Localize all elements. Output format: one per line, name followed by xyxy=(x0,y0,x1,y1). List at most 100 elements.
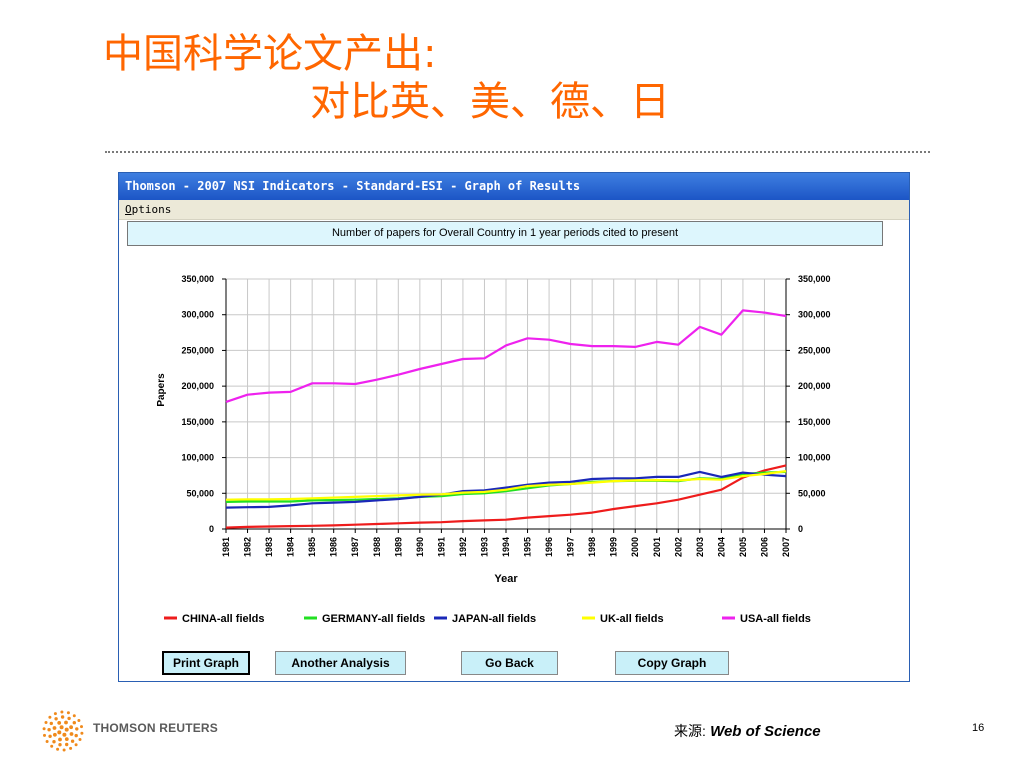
y-tick-label-left: 350,000 xyxy=(181,274,214,284)
source-value: Web of Science xyxy=(710,723,821,740)
y-tick-label-left: 150,000 xyxy=(181,417,214,427)
logo-dot xyxy=(64,720,68,725)
logo-dot xyxy=(54,717,58,721)
source-note: 来源: Web of Science xyxy=(674,721,821,741)
x-tick-label: 2003 xyxy=(695,537,705,557)
logo-dot xyxy=(75,727,79,731)
logo-dot xyxy=(56,747,60,751)
legend-label-usa: USA-all fields xyxy=(740,613,811,625)
logo-dot xyxy=(62,748,66,752)
x-axis-title: Year xyxy=(494,573,518,585)
series-line-china xyxy=(225,464,787,529)
y-tick-label-right: 50,000 xyxy=(798,488,826,498)
logo-dot xyxy=(69,725,73,730)
logo-dot xyxy=(48,734,52,738)
x-tick-label: 2001 xyxy=(652,537,662,557)
logo-dot xyxy=(60,715,65,719)
copy-graph-button[interactable]: Copy Graph xyxy=(615,651,729,675)
x-tick-label: 1988 xyxy=(372,537,382,557)
logo-dot xyxy=(70,739,75,743)
brand-name: THOMSON REUTERS xyxy=(93,721,219,735)
x-tick-label: 1991 xyxy=(436,537,446,557)
logo-dot xyxy=(74,743,78,747)
x-tick-label: 1986 xyxy=(329,537,339,557)
menu-options[interactable]: Options xyxy=(125,203,171,216)
menu-options-accelerator: O xyxy=(125,203,132,216)
logo-dot xyxy=(80,725,83,729)
logo-dot xyxy=(57,730,62,735)
logo-dot xyxy=(43,733,46,737)
logo-dot xyxy=(69,746,73,750)
x-tick-label: 1987 xyxy=(350,537,360,557)
logo-dot xyxy=(78,738,82,741)
logo-dot xyxy=(58,737,62,742)
y-tick-label-right: 150,000 xyxy=(798,417,831,427)
y-tick-label-left: 0 xyxy=(209,524,214,534)
logo-dot xyxy=(45,740,49,743)
logo-dot xyxy=(44,721,48,724)
print-graph-button[interactable]: Print Graph xyxy=(162,651,250,675)
y-tick-label-left: 100,000 xyxy=(181,453,214,463)
series-line-japan xyxy=(225,470,787,509)
y-tick-label-left: 200,000 xyxy=(181,381,214,391)
chart-title: Number of papers for Overall Country in … xyxy=(127,221,883,246)
logo-dot xyxy=(59,725,64,730)
y-tick-label-right: 350,000 xyxy=(798,274,831,284)
logo-dot xyxy=(53,732,57,737)
x-tick-label: 1998 xyxy=(587,537,597,557)
x-tick-label: 1999 xyxy=(609,537,619,557)
go-back-button[interactable]: Go Back xyxy=(461,651,558,675)
logo-dot xyxy=(52,726,57,730)
source-label: 来源: xyxy=(674,723,706,739)
series-line-uk xyxy=(225,470,787,501)
x-tick-label: 1990 xyxy=(415,537,425,557)
logo-dot xyxy=(72,721,76,725)
x-tick-label: 1994 xyxy=(501,537,511,557)
x-tick-label: 1983 xyxy=(264,537,274,557)
logo-dot xyxy=(80,731,84,735)
page-number: 16 xyxy=(972,722,985,734)
x-tick-label: 1997 xyxy=(566,537,576,557)
y-tick-label-right: 0 xyxy=(798,524,803,534)
x-tick-label: 2007 xyxy=(781,537,791,557)
logo-dot xyxy=(64,737,69,741)
thomson-reuters-logo-icon xyxy=(42,710,84,752)
legend-label-china: CHINA-all fields xyxy=(182,613,265,625)
logo-dot xyxy=(47,728,51,732)
logo-dot xyxy=(42,727,46,731)
another-analysis-button[interactable]: Another Analysis xyxy=(275,651,406,675)
logo-dot xyxy=(58,743,62,747)
y-tick-label-right: 200,000 xyxy=(798,381,831,391)
y-tick-label-right: 250,000 xyxy=(798,345,831,355)
logo-dot xyxy=(66,711,70,715)
slide-title-line2: 对比英、美、德、日 xyxy=(310,79,670,125)
y-tick-label-left: 300,000 xyxy=(181,310,214,320)
logo-dot xyxy=(57,721,62,725)
x-tick-label: 1992 xyxy=(458,537,468,557)
x-tick-label: 1985 xyxy=(307,537,317,557)
legend-label-germany: GERMANY-all fields xyxy=(322,613,425,625)
y-tick-label-right: 300,000 xyxy=(798,310,831,320)
logo-dot xyxy=(60,710,64,714)
window-titlebar[interactable]: Thomson - 2007 NSI Indicators - Standard… xyxy=(119,173,909,200)
menu-options-label: ptions xyxy=(131,203,172,216)
logo-dot xyxy=(48,715,52,719)
x-tick-label: 1989 xyxy=(393,537,403,557)
y-tick-label-right: 100,000 xyxy=(798,453,831,463)
series-line-usa xyxy=(225,309,787,403)
x-tick-label: 2004 xyxy=(716,537,726,557)
x-tick-label: 1993 xyxy=(479,537,489,557)
y-tick-label-left: 250,000 xyxy=(181,345,214,355)
x-tick-label: 1995 xyxy=(523,537,533,557)
logo-dot xyxy=(74,733,78,738)
title-divider xyxy=(105,151,930,153)
logo-dot xyxy=(49,721,53,726)
x-tick-label: 2002 xyxy=(673,537,683,557)
logo-dot xyxy=(52,740,56,744)
legend-label-uk: UK-all fields xyxy=(600,613,664,625)
y-tick-label-left: 50,000 xyxy=(186,488,214,498)
logo-dot xyxy=(64,727,69,732)
results-window: Thomson - 2007 NSI Indicators - Standard… xyxy=(118,172,910,682)
slide-title-line1: 中国科学论文产出: xyxy=(103,31,437,77)
x-tick-label: 1982 xyxy=(243,537,253,557)
